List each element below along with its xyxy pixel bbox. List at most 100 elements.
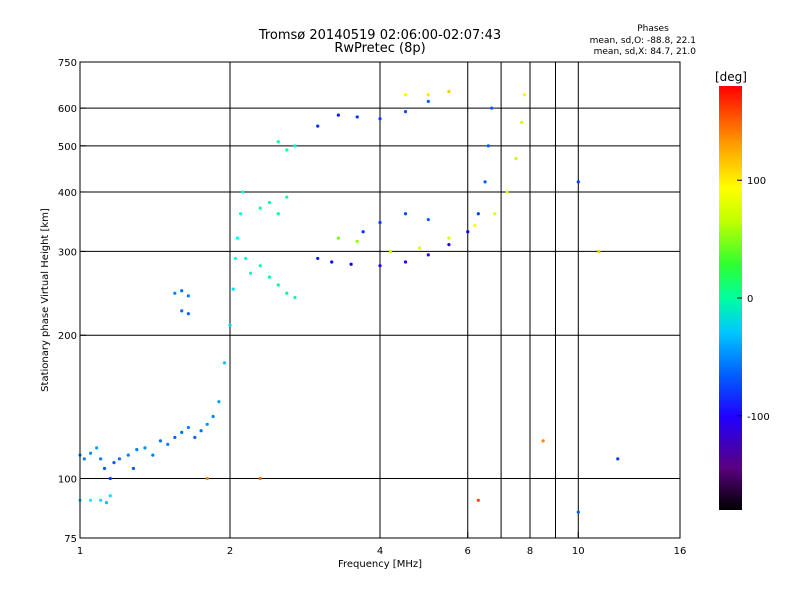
data-point bbox=[473, 223, 477, 228]
data-point bbox=[476, 212, 480, 216]
phase-colorbar bbox=[719, 86, 742, 510]
data-point bbox=[447, 236, 451, 240]
data-point bbox=[403, 93, 408, 97]
data-point bbox=[285, 148, 289, 152]
data-point bbox=[158, 439, 163, 443]
y-tick-label: 400 bbox=[58, 188, 77, 199]
colorbar-tick-label: -100 bbox=[747, 412, 770, 423]
data-point bbox=[258, 264, 262, 268]
data-point bbox=[99, 457, 103, 461]
data-point bbox=[520, 120, 524, 124]
data-point bbox=[211, 414, 215, 419]
data-point bbox=[447, 89, 451, 94]
data-point bbox=[258, 206, 262, 210]
data-point bbox=[576, 510, 580, 514]
data-point bbox=[131, 466, 136, 471]
x-tick-label: 8 bbox=[527, 546, 533, 557]
data-point bbox=[267, 275, 272, 279]
data-point bbox=[88, 498, 93, 502]
data-point bbox=[349, 262, 353, 266]
data-point bbox=[135, 448, 139, 452]
data-point bbox=[378, 117, 382, 121]
data-points bbox=[78, 89, 620, 514]
data-point bbox=[241, 190, 245, 194]
data-point bbox=[426, 253, 430, 257]
data-point bbox=[597, 249, 601, 254]
data-point bbox=[378, 220, 382, 225]
data-point bbox=[378, 264, 382, 268]
colorbar-tick-label: 100 bbox=[747, 176, 766, 187]
x-tick-label: 6 bbox=[465, 546, 471, 557]
data-point bbox=[108, 494, 112, 498]
data-point bbox=[166, 442, 170, 446]
y-tick-label: 600 bbox=[58, 104, 77, 115]
y-axis-label: Stationary phase Virtual Height [km] bbox=[40, 208, 51, 392]
data-point bbox=[426, 217, 430, 222]
data-point bbox=[186, 312, 190, 316]
data-point bbox=[151, 453, 155, 457]
data-point bbox=[126, 453, 130, 457]
data-point bbox=[180, 430, 184, 434]
data-point bbox=[336, 113, 340, 117]
data-point bbox=[486, 144, 490, 148]
data-point bbox=[447, 243, 451, 247]
x-tick-label: 10 bbox=[572, 546, 585, 557]
data-point bbox=[426, 93, 430, 97]
data-point bbox=[217, 400, 221, 404]
data-point bbox=[104, 501, 109, 505]
data-point bbox=[403, 110, 408, 114]
stats-heading: Phases bbox=[637, 24, 669, 34]
x-tick-label: 16 bbox=[674, 546, 687, 557]
data-point bbox=[180, 309, 184, 313]
y-axis-ticks: 75 100 200 300 400 500 600 750 bbox=[58, 58, 86, 545]
data-point bbox=[336, 236, 340, 240]
y-tick-label: 750 bbox=[58, 58, 77, 69]
stats-x-mode: mean, sd,X: 84.7, 21.0 bbox=[594, 47, 697, 57]
data-point bbox=[186, 294, 190, 298]
data-point bbox=[193, 435, 197, 440]
data-point bbox=[249, 271, 253, 275]
y-tick-label: 100 bbox=[58, 475, 77, 486]
data-point bbox=[88, 451, 93, 455]
stats-o-mode: mean, sd,O: -88.8, 22.1 bbox=[590, 36, 696, 46]
data-point bbox=[616, 457, 620, 461]
data-point bbox=[285, 195, 289, 199]
data-point bbox=[231, 287, 235, 291]
data-point bbox=[205, 476, 209, 481]
data-point bbox=[541, 439, 545, 443]
data-point bbox=[238, 212, 243, 216]
data-point bbox=[426, 99, 430, 103]
chart-subtitle: RwPretec (8p) bbox=[334, 41, 425, 56]
data-point bbox=[476, 498, 480, 502]
data-point bbox=[576, 180, 580, 184]
data-point bbox=[514, 157, 518, 161]
data-point bbox=[244, 256, 248, 261]
plot-gridlines bbox=[80, 62, 680, 538]
x-tick-label: 2 bbox=[227, 546, 233, 557]
data-point bbox=[330, 260, 334, 264]
data-point bbox=[276, 140, 280, 144]
data-point bbox=[355, 239, 359, 243]
colorbar-tick-label: 0 bbox=[747, 294, 753, 305]
data-point bbox=[483, 180, 487, 184]
data-point bbox=[222, 361, 227, 365]
data-point bbox=[293, 295, 297, 300]
data-point bbox=[285, 291, 289, 295]
data-point bbox=[276, 283, 280, 287]
data-point bbox=[388, 249, 393, 254]
chart-title: Tromsø 20140519 02:06:00-02:07:43 bbox=[258, 28, 501, 43]
y-tick-label: 300 bbox=[58, 247, 77, 258]
data-point bbox=[316, 256, 320, 261]
data-point bbox=[403, 260, 408, 264]
data-point bbox=[205, 422, 209, 426]
colorbar-ticks: 100 0 -100 bbox=[737, 176, 770, 423]
data-point bbox=[173, 435, 177, 440]
data-point bbox=[199, 429, 203, 433]
data-point bbox=[316, 124, 320, 128]
data-point bbox=[490, 106, 494, 110]
data-point bbox=[233, 256, 237, 261]
data-point bbox=[493, 212, 497, 216]
x-axis-ticks: 1 2 4 6 8 10 16 bbox=[77, 532, 687, 557]
data-point bbox=[173, 291, 177, 295]
